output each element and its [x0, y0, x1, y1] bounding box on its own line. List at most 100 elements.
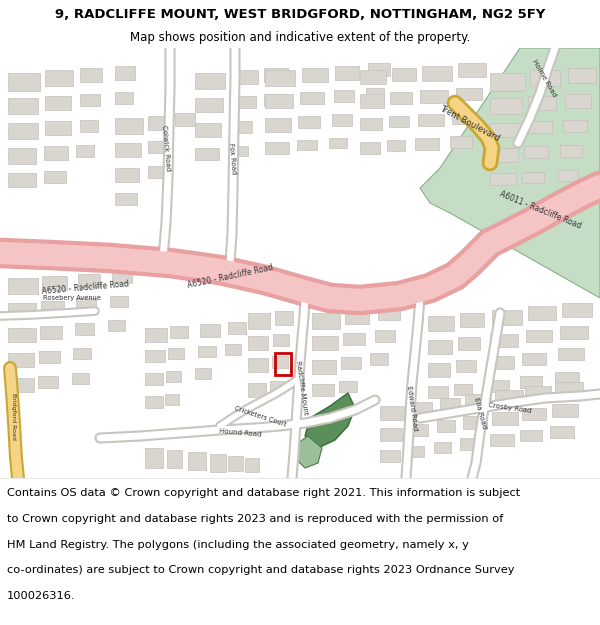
Bar [490, 434, 514, 446]
Bar [332, 114, 352, 126]
Bar [195, 123, 221, 137]
Bar [38, 376, 58, 388]
Bar [210, 454, 226, 472]
Text: Hound Road: Hound Road [218, 428, 262, 438]
Bar [265, 70, 295, 86]
Bar [366, 88, 384, 99]
Bar [454, 384, 472, 395]
Bar [360, 118, 382, 130]
Bar [248, 313, 270, 329]
Bar [195, 98, 223, 112]
Bar [8, 173, 36, 187]
Bar [145, 328, 167, 342]
Bar [343, 333, 365, 345]
Bar [558, 348, 584, 360]
Bar [76, 298, 96, 310]
Bar [452, 112, 476, 124]
Bar [406, 446, 424, 457]
Bar [112, 271, 132, 283]
Bar [329, 138, 347, 148]
Bar [312, 336, 338, 350]
Bar [389, 116, 409, 127]
Bar [8, 73, 40, 91]
Bar [78, 274, 100, 287]
Bar [380, 428, 402, 441]
Bar [520, 430, 542, 441]
Bar [492, 310, 522, 325]
Bar [555, 382, 583, 396]
Bar [368, 63, 390, 76]
Bar [555, 372, 579, 384]
Bar [115, 193, 137, 205]
Bar [115, 168, 139, 182]
Text: Holme Road: Holme Road [531, 58, 557, 98]
Bar [420, 90, 448, 103]
Bar [8, 328, 36, 342]
Bar [490, 123, 520, 137]
Bar [270, 381, 285, 393]
Bar [80, 94, 100, 106]
Bar [232, 96, 256, 108]
Text: Colwick Road: Colwick Road [161, 125, 171, 171]
Text: A6520 - Radcliffe Road: A6520 - Radcliffe Road [41, 280, 129, 296]
Bar [463, 416, 487, 429]
Bar [390, 92, 412, 104]
Bar [165, 394, 179, 405]
Bar [148, 141, 168, 153]
Bar [380, 450, 400, 462]
Bar [297, 140, 317, 150]
Bar [490, 334, 518, 347]
Bar [41, 301, 64, 314]
Text: A6520 - Radcliffe Road: A6520 - Radcliffe Road [187, 262, 274, 289]
Bar [248, 358, 268, 372]
Bar [145, 350, 165, 362]
Bar [550, 426, 574, 438]
Bar [360, 94, 384, 108]
Bar [378, 306, 400, 320]
Bar [456, 360, 476, 372]
Bar [465, 394, 491, 408]
Bar [76, 145, 94, 157]
Bar [115, 92, 133, 104]
Bar [228, 456, 243, 471]
Bar [428, 340, 452, 354]
Polygon shape [420, 48, 600, 298]
Text: Fox Road: Fox Road [227, 142, 236, 174]
Bar [552, 404, 578, 417]
Bar [170, 326, 188, 338]
Bar [565, 94, 591, 108]
Text: Edward Road: Edward Road [406, 385, 418, 431]
Bar [437, 420, 455, 432]
Bar [168, 348, 184, 359]
Bar [72, 373, 89, 384]
Bar [264, 68, 288, 82]
Bar [198, 346, 216, 357]
Text: HM Land Registry. The polygons (including the associated geometry, namely x, y: HM Land Registry. The polygons (includin… [7, 540, 469, 550]
Bar [228, 322, 246, 334]
Polygon shape [305, 393, 355, 448]
Bar [75, 323, 94, 335]
Bar [264, 94, 284, 106]
Bar [312, 384, 334, 396]
Bar [335, 66, 359, 80]
Bar [490, 98, 522, 114]
Bar [108, 320, 125, 331]
Bar [232, 70, 258, 84]
Bar [492, 412, 518, 425]
Bar [560, 145, 582, 157]
Bar [568, 68, 596, 83]
Bar [392, 68, 416, 81]
Bar [80, 120, 98, 132]
Bar [110, 296, 128, 307]
Bar [195, 73, 225, 89]
Bar [298, 116, 320, 128]
Bar [434, 442, 451, 453]
Bar [488, 356, 514, 369]
Bar [166, 371, 181, 382]
Bar [44, 171, 66, 183]
Bar [145, 448, 163, 468]
Bar [145, 396, 163, 408]
Bar [341, 357, 361, 369]
Bar [265, 118, 291, 132]
Bar [80, 68, 102, 82]
